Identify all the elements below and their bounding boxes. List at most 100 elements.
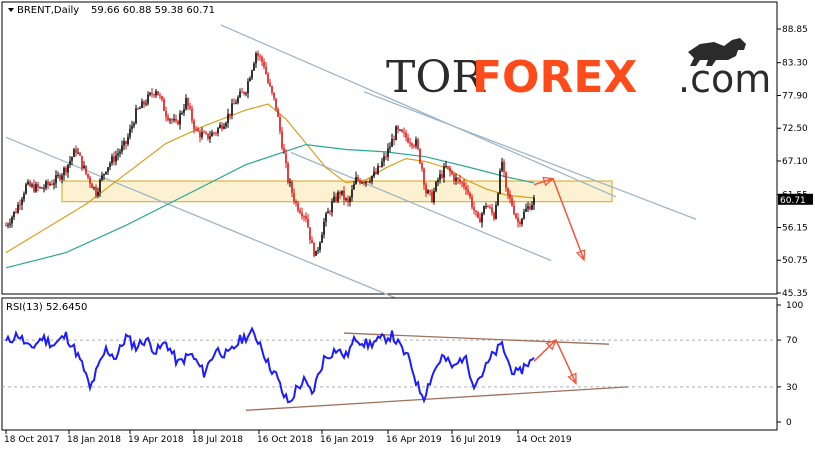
candle-body	[351, 189, 353, 198]
support-zone-rect	[61, 180, 613, 203]
price-tick-label: 45.35	[782, 289, 808, 299]
candle-body	[439, 174, 441, 180]
candle-body	[69, 160, 71, 165]
candle-body	[483, 206, 485, 214]
candle-body	[37, 184, 39, 188]
candle-body	[333, 196, 335, 202]
rsi-trendlines	[245, 332, 629, 411]
candle-body	[123, 141, 125, 146]
candle-body	[343, 190, 345, 200]
candle-body	[59, 174, 61, 180]
candle-body	[393, 138, 395, 141]
candle-body	[291, 181, 293, 193]
candle-body	[161, 96, 163, 100]
candle-body	[17, 204, 19, 213]
collapse-arrow-icon[interactable]	[8, 8, 14, 12]
rsi-forecast-arrow-head	[567, 372, 577, 385]
candle-body	[297, 203, 299, 211]
channel-line	[363, 91, 697, 220]
candle-body	[471, 196, 473, 208]
candle-body	[157, 91, 159, 96]
candle-body	[19, 204, 21, 206]
candle-body	[303, 216, 305, 218]
candle-body	[9, 223, 11, 225]
candle-body	[193, 120, 195, 129]
candle-body	[457, 177, 459, 180]
candle-body	[187, 98, 189, 107]
candle-body	[461, 182, 463, 184]
time-tick-label: 16 Jan 2019	[320, 435, 374, 445]
candle-body	[373, 171, 375, 177]
candle-body	[465, 186, 467, 190]
rsi-forecast-arrows	[533, 338, 577, 385]
candle-body	[101, 175, 103, 180]
candle-body	[77, 152, 79, 154]
channel-line	[220, 24, 617, 198]
candle-body	[369, 181, 371, 183]
candle-body	[197, 128, 199, 132]
candle-body	[499, 170, 501, 194]
candle-body	[505, 172, 507, 188]
candle-body	[145, 103, 147, 105]
rsi-tick-label: 30	[786, 383, 798, 393]
candle-body	[329, 211, 331, 213]
candle-body	[313, 242, 315, 256]
candle-body	[139, 107, 141, 109]
rsi-line	[5, 326, 535, 404]
candle-body	[323, 221, 325, 235]
candle-body	[63, 167, 65, 176]
candle-body	[203, 132, 205, 134]
price-panel: 88.8583.3077.9072.5067.1061.5556.1550.75…	[1, 1, 813, 299]
candle-body	[527, 206, 529, 209]
candle-body	[259, 55, 261, 57]
candle-body	[377, 166, 379, 174]
candle-body	[7, 224, 9, 226]
candle-body	[479, 217, 481, 223]
time-tick-label: 18 Jan 2018	[67, 435, 121, 445]
candle-body	[391, 138, 393, 147]
candle-body	[151, 92, 153, 95]
candle-body	[13, 211, 15, 218]
price-axis: 88.8583.3077.9072.5067.1061.5556.1550.75…	[777, 25, 808, 299]
candle-body	[301, 212, 303, 217]
candle-body	[307, 218, 309, 228]
candle-body	[319, 242, 321, 250]
price-tick-label: 56.15	[782, 223, 808, 233]
candle-body	[299, 210, 301, 213]
time-tick-label: 18 Jul 2018	[192, 435, 243, 445]
candle-body	[399, 129, 401, 131]
candle-body	[345, 198, 347, 200]
candle-body	[141, 101, 143, 108]
candle-body	[283, 148, 285, 154]
candle-body	[305, 216, 307, 219]
candle-body	[189, 106, 191, 109]
rsi-trendline	[245, 386, 629, 411]
candle-body	[107, 167, 109, 172]
rsi-forecast-arrow	[555, 339, 577, 384]
candle-body	[227, 113, 229, 124]
candle-body	[453, 174, 455, 181]
candle-body	[281, 131, 283, 149]
candle-body	[481, 213, 483, 223]
channel-line	[5, 136, 397, 299]
candle-body	[249, 78, 251, 82]
candle-body	[175, 119, 177, 121]
candle-body	[113, 156, 115, 162]
candle-body	[507, 187, 509, 195]
candle-body	[265, 66, 267, 74]
time-tick-label: 19 Apr 2018	[128, 435, 184, 445]
candle-body	[45, 181, 47, 188]
moving-average-line	[5, 103, 535, 254]
candle-body	[273, 92, 275, 99]
candle-body	[445, 165, 447, 167]
candle-body	[347, 198, 349, 203]
candle-body	[237, 97, 239, 103]
candle-body	[279, 116, 281, 132]
candle-body	[463, 182, 465, 187]
candle-body	[513, 205, 515, 215]
candle-body	[211, 132, 213, 137]
candle-body	[293, 192, 295, 202]
rsi-tick-label: 100	[786, 301, 803, 311]
candle-body	[201, 132, 203, 138]
candle-body	[423, 168, 425, 185]
